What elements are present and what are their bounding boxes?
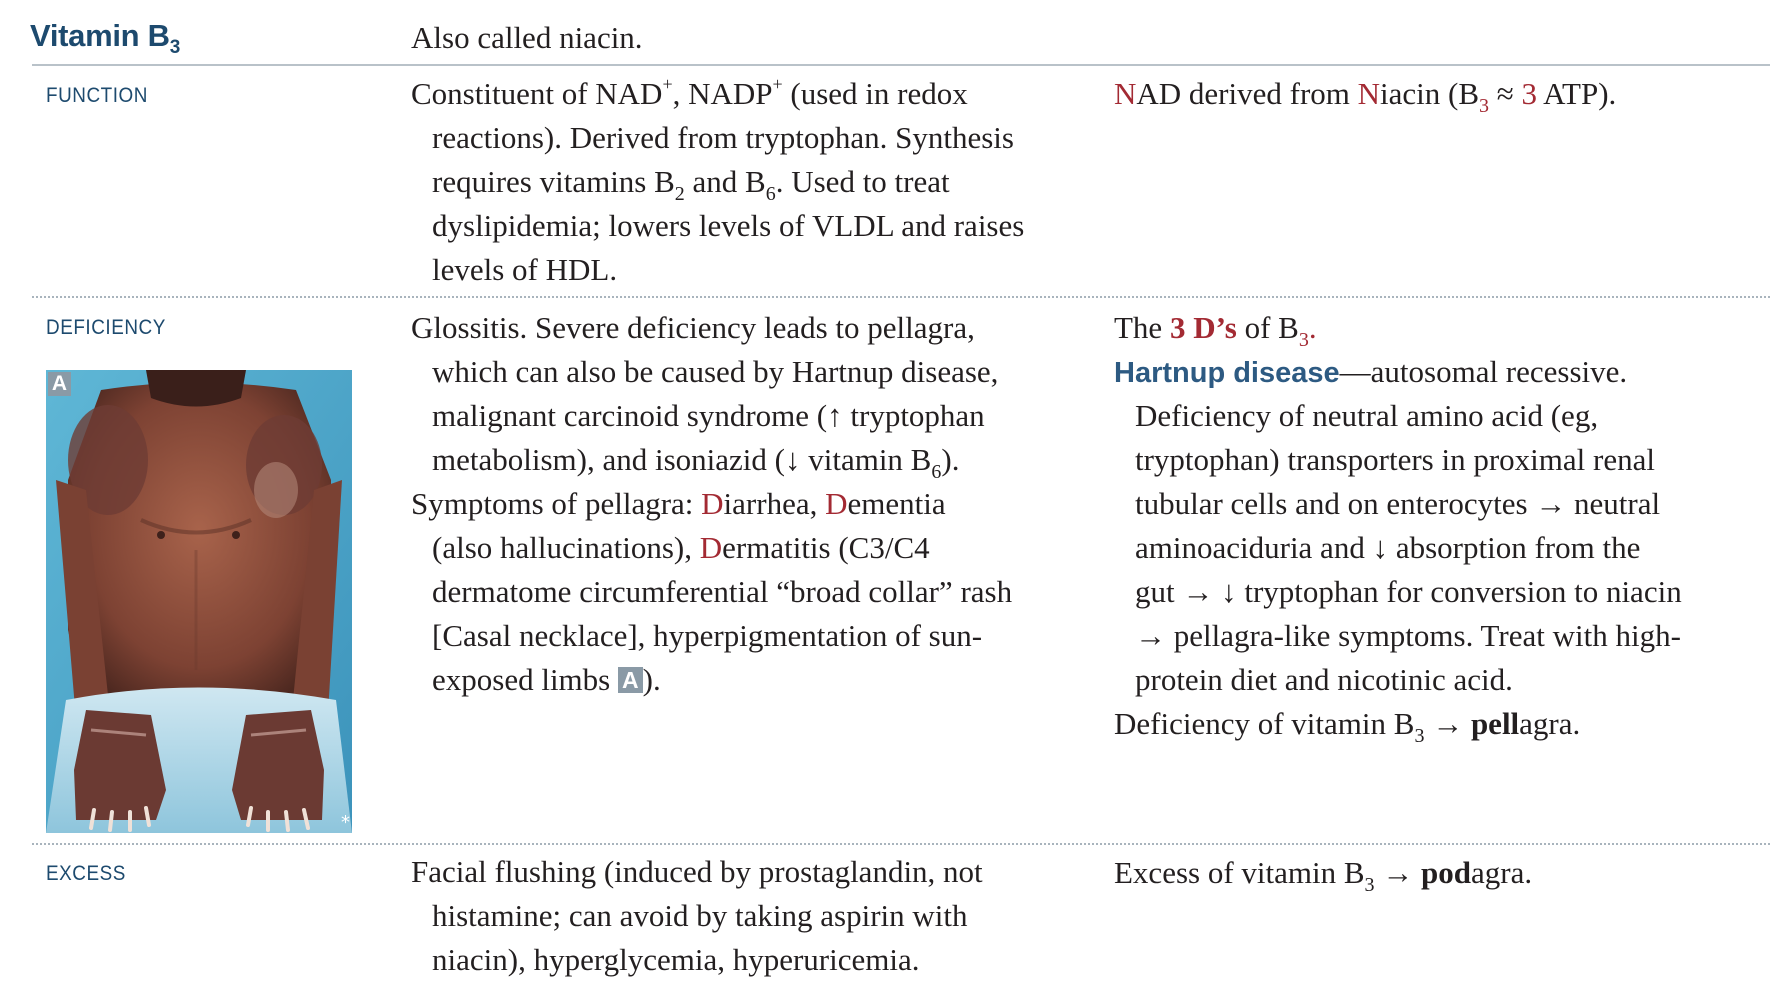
title-subscript: 3 <box>169 37 181 58</box>
deficiency-notes-line-7: gut → ↓ tryptophan for conversion to nia… <box>1135 574 1682 609</box>
function-line-2: reactions). Derived from tryptophan. Syn… <box>432 120 1014 155</box>
deficiency-line-5: Symptoms of pellagra: Diarrhea, Dementia <box>411 486 946 521</box>
image-badge: A <box>48 372 71 396</box>
deficiency-line-3: malignant carcinoid syndrome (↑ tryptoph… <box>432 398 985 433</box>
page-title: Vitamin B3 <box>30 18 180 59</box>
deficiency-notes-line-4: tryptophan) transporters in proximal ren… <box>1135 442 1655 477</box>
image-corner-mark: * <box>341 812 350 833</box>
deficiency-notes-line-6: aminoaciduria and ↓ absorption from the <box>1135 530 1641 565</box>
hartnup-heading-line: Hartnup disease—autosomal recessive. <box>1114 354 1628 389</box>
excess-notes-line: Excess of vitamin B3 → podagra. <box>1114 855 1533 896</box>
deficiency-line-8: [Casal necklace], hyperpigmentation of s… <box>432 618 983 653</box>
pellagra-illustration <box>46 370 352 833</box>
deficiency-line-2: which can also be caused by Hartnup dise… <box>432 354 999 389</box>
deficiency-line-7: dermatome circumferential “broad collar”… <box>432 574 1013 609</box>
deficiency-notes-line-1: The 3 D’s of B3. <box>1114 310 1317 351</box>
excess-description: Facial flushing (induced by prostaglandi… <box>411 850 1101 990</box>
deficiency-notes: The 3 D’s of B3. Hartnup disease—autosom… <box>1114 306 1764 746</box>
function-line-1: Constituent of NAD+, NADP+ (used in redo… <box>411 74 968 111</box>
function-line-3: requires vitamins B2 and B6. Used to tre… <box>432 164 950 205</box>
function-mnemonic-line: NAD derived from Niacin (B3 ≈ 3 ATP). <box>1114 76 1617 117</box>
excess-line-3: niacin), hyperglycemia, hyperuricemia. <box>432 942 920 977</box>
excess-line-2: histamine; can avoid by taking aspirin w… <box>432 898 968 933</box>
deficiency-description: Glossitis. Severe deficiency leads to pe… <box>411 306 1101 706</box>
function-description: Constituent of NAD+, NADP+ (used in redo… <box>411 72 1091 292</box>
title-text: Vitamin B <box>30 18 170 53</box>
function-line-4: dyslipidemia; lowers levels of VLDL and … <box>432 208 1025 243</box>
label-function: FUNCTION <box>46 84 148 107</box>
image-reference-badge: A <box>618 667 643 693</box>
hartnup-heading: Hartnup disease <box>1114 357 1340 389</box>
deficiency-divider <box>32 843 1770 845</box>
excess-line-1: Facial flushing (induced by prostaglandi… <box>411 854 983 889</box>
pellagra-photo: A * <box>46 370 352 833</box>
label-deficiency: DEFICIENCY <box>46 316 166 339</box>
deficiency-line-6: (also hallucinations), Dermatitis (C3/C4 <box>432 530 930 565</box>
deficiency-line-9: exposed limbs A). <box>432 662 661 697</box>
deficiency-notes-line-10: Deficiency of vitamin B3 → pellagra. <box>1114 706 1581 747</box>
deficiency-notes-line-3: Deficiency of neutral amino acid (eg, <box>1135 398 1599 433</box>
deficiency-line-4: metabolism), and isoniazid (↓ vitamin B6… <box>432 442 960 483</box>
deficiency-line-1: Glossitis. Severe deficiency leads to pe… <box>411 310 975 345</box>
header-divider <box>32 64 1770 66</box>
label-excess: EXCESS <box>46 862 126 885</box>
intro-text: Also called niacin. <box>411 20 643 55</box>
function-line-5: levels of HDL. <box>432 252 618 287</box>
deficiency-notes-line-8: → pellagra-like symptoms. Treat with hig… <box>1135 618 1681 653</box>
deficiency-notes-line-9: protein diet and nicotinic acid. <box>1135 662 1513 697</box>
function-divider <box>32 296 1770 298</box>
deficiency-notes-line-5: tubular cells and on enterocytes → neutr… <box>1135 486 1661 521</box>
